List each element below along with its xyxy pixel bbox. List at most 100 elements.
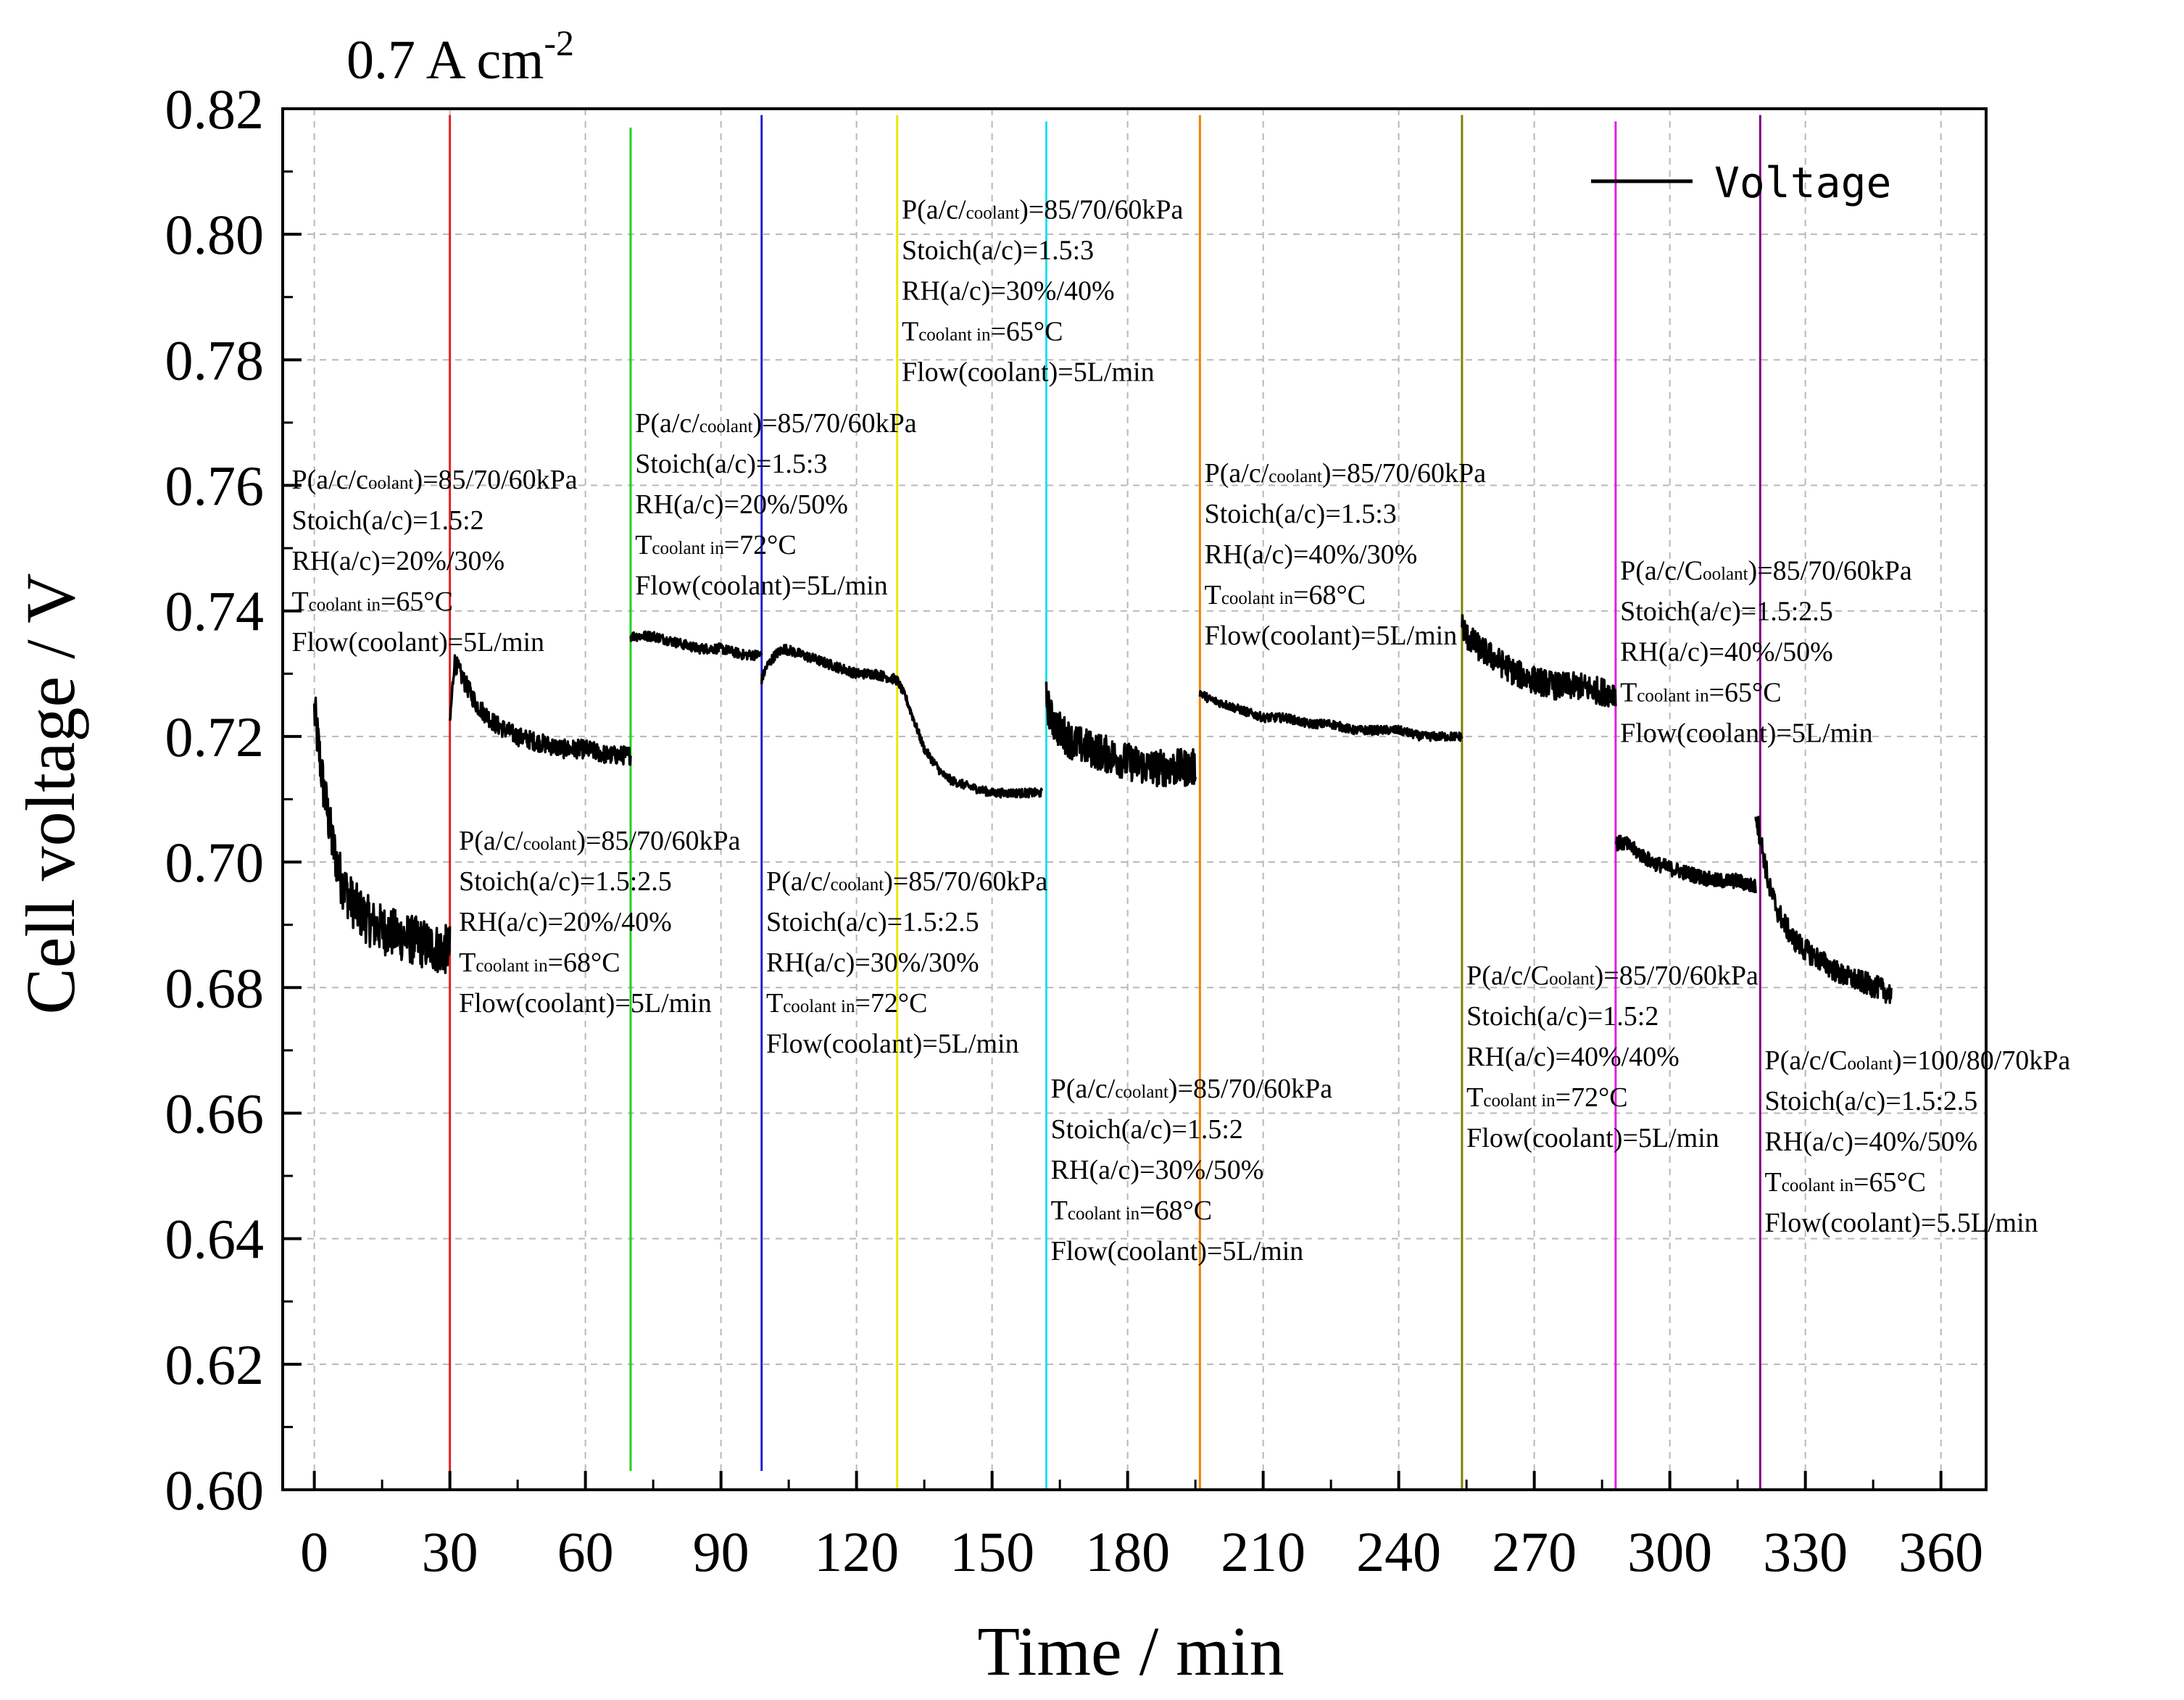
condition-change-lines xyxy=(449,115,1761,1490)
annotation-text: T xyxy=(459,948,476,978)
voltage-segment xyxy=(1614,834,1757,894)
annotation-text: a/c/ xyxy=(791,866,831,897)
annotation-text: T xyxy=(291,586,308,617)
annotation-text: =68°C xyxy=(1293,580,1366,610)
annotation-line: P(a/c/coolant)=85/70/60kPa xyxy=(1051,1074,1333,1104)
annotation-text: Stoich(a/c)=1.5:2.5 xyxy=(1620,596,1833,626)
condition-annotation: P(a/c/coolant)=85/70/60kPa Stoich(a/c)=1.… xyxy=(1205,458,1487,651)
annotation-subscript: coolant in xyxy=(1637,686,1709,705)
condition-annotation: P(a/c/coolant)=85/70/60kPa Stoich(a/c)=1.… xyxy=(635,408,917,601)
condition-annotation: P(a/c/coolant)=85/70/60kPa Stoich(a/c)=1.… xyxy=(291,465,577,658)
annotation-line: P(a/c/Coolant)=100/80/70kPa xyxy=(1765,1045,2071,1076)
annotation-text: Stoich(a/c)=1.5:2 xyxy=(1466,1001,1658,1032)
annotation-line: Tcoolant in=65°C xyxy=(902,317,1063,347)
annotation-text: =65°C xyxy=(990,317,1063,347)
annotation-text: P( xyxy=(1620,555,1645,586)
annotation-line: Flow(coolant)=5L/min xyxy=(459,988,712,1019)
x-tick-label: 150 xyxy=(950,1520,1034,1583)
annotation-text: Flow(coolant)=5L/min xyxy=(459,988,712,1019)
x-tick-label: 300 xyxy=(1627,1520,1712,1583)
x-tick-label: 270 xyxy=(1492,1520,1577,1583)
condition-annotation: P(a/c/Coolant)=85/70/60kPa Stoich(a/c)=1.… xyxy=(1466,961,1759,1153)
annotation-text: =72°C xyxy=(855,988,927,1019)
annotation-line: RH(a/c)=30%/40% xyxy=(902,276,1115,307)
annotation-line: Flow(coolant)=5L/min xyxy=(766,1029,1019,1059)
annotation-text: =68°C xyxy=(1139,1195,1212,1226)
legend: Voltage xyxy=(1591,158,1891,207)
annotation-text: =65°C xyxy=(381,586,453,617)
annotation-text: Stoich(a/c)=1.5:2 xyxy=(1051,1114,1243,1145)
annotation-text: Flow(coolant)=5L/min xyxy=(291,627,544,658)
annotation-text: T xyxy=(1620,677,1637,708)
voltage-segment xyxy=(760,643,899,686)
voltage-segment xyxy=(312,696,452,974)
annotation-line: Stoich(a/c)=1.5:2.5 xyxy=(459,866,672,897)
annotation-text: a/c/ xyxy=(1229,458,1269,489)
y-tick-label: 0.68 xyxy=(165,956,265,1019)
annotation-subscript: coolant in xyxy=(476,956,548,976)
annotation-text: RH(a/c)=40%/30% xyxy=(1205,539,1418,570)
y-tick-label: 0.70 xyxy=(165,831,265,894)
annotation-subscript: coolant xyxy=(966,204,1020,223)
annotation-text: RH(a/c)=20%/50% xyxy=(635,489,848,520)
annotation-text: T xyxy=(1765,1167,1782,1198)
annotation-line: Stoich(a/c)=1.5:3 xyxy=(635,449,827,479)
annotation-text: Flow(coolant)=5L/min xyxy=(1620,718,1873,748)
annotation-subscript: coolant in xyxy=(1483,1091,1556,1111)
axis-ticks xyxy=(283,107,1943,1491)
annotation-text: Stoich(a/c)=1.5:2.5 xyxy=(459,866,672,897)
y-tick-label: 0.76 xyxy=(165,455,265,518)
condition-annotation: P(a/c/coolant)=85/70/60kPa Stoich(a/c)=1.… xyxy=(902,195,1184,388)
annotation-line: P(a/c/Coolant)=85/70/60kPa xyxy=(1620,555,1912,586)
annotation-line: Stoich(a/c)=1.5:3 xyxy=(902,236,1094,266)
annotation-subscript: coolant in xyxy=(652,539,724,558)
annotation-subscript: coolant xyxy=(1115,1082,1168,1102)
annotation-text: Flow(coolant)=5L/min xyxy=(1466,1123,1719,1153)
y-tick-label: 0.80 xyxy=(165,203,265,266)
annotation-line: P(a/c/coolant)=85/70/60kPa xyxy=(1205,458,1487,489)
annotation-text: Flow(coolant)=5L/min xyxy=(902,357,1155,388)
annotation-text: Stoich(a/c)=1.5:2.5 xyxy=(766,907,979,937)
annotation-text: )=85/70/60kPa xyxy=(576,826,740,856)
annotation-text: )=85/70/60kPa xyxy=(752,408,916,439)
annotation-text: RH(a/c)=20%/40% xyxy=(459,907,672,937)
annotation-line: Flow(coolant)=5L/min xyxy=(1466,1123,1719,1153)
annotation-text: )=85/70/60kPa xyxy=(1168,1074,1332,1104)
voltage-segment xyxy=(629,630,763,661)
annotation-text: RH(a/c)=40%/50% xyxy=(1765,1127,1978,1157)
annotation-line: Flow(coolant)=5L/min xyxy=(1051,1236,1304,1266)
annotation-text: RH(a/c)=30%/50% xyxy=(1051,1155,1264,1185)
title-text: 0.7 A cm xyxy=(346,30,544,91)
annotation-line: Tcoolant in=72°C xyxy=(635,530,796,560)
annotation-text: T xyxy=(1205,580,1221,610)
y-tick-labels: 0.60 0.62 0.64 0.66 0.68 0.70 0.72 0.74 0.76 0.78… xyxy=(165,78,265,1522)
annotation-line: RH(a/c)=20%/30% xyxy=(291,546,505,576)
annotation-text: a/c/ xyxy=(483,826,523,856)
annotation-text: P( xyxy=(1051,1074,1076,1104)
annotation-text: T xyxy=(1051,1195,1068,1226)
annotation-line: RH(a/c)=20%/40% xyxy=(459,907,672,937)
annotation-line: Flow(coolant)=5L/min xyxy=(1205,621,1458,651)
voltage-segment xyxy=(1754,816,1893,1004)
annotation-line: P(a/c/coolant)=85/70/60kPa xyxy=(459,826,741,856)
x-tick-label: 120 xyxy=(814,1520,899,1583)
y-tick-label: 0.82 xyxy=(165,78,265,141)
x-tick-label: 30 xyxy=(422,1520,478,1583)
condition-annotation: P(a/c/coolant)=85/70/60kPa Stoich(a/c)=1.… xyxy=(766,866,1048,1059)
annotation-line: RH(a/c)=40%/50% xyxy=(1620,637,1833,667)
condition-annotation: P(a/c/coolant)=85/70/60kPa Stoich(a/c)=1.… xyxy=(459,826,741,1019)
annotation-text: T xyxy=(1466,1082,1483,1113)
legend-label: Voltage xyxy=(1714,158,1891,207)
x-tick-label: 0 xyxy=(300,1520,328,1583)
annotation-line: P(a/c/Coolant)=85/70/60kPa xyxy=(1466,961,1759,991)
annotation-text: P( xyxy=(1765,1045,1790,1076)
annotation-text: =65°C xyxy=(1709,677,1782,708)
annotation-line: Stoich(a/c)=1.5:2.5 xyxy=(1620,596,1833,626)
annotation-text: Stoich(a/c)=1.5:3 xyxy=(902,236,1094,266)
annotation-subscript: coolant in xyxy=(1068,1204,1140,1224)
annotation-text: Flow(coolant)=5L/min xyxy=(635,571,888,601)
annotation-text: =72°C xyxy=(724,530,797,560)
annotation-line: Stoich(a/c)=1.5:2.5 xyxy=(766,907,979,937)
annotation-text: a/c/C xyxy=(1491,961,1549,991)
